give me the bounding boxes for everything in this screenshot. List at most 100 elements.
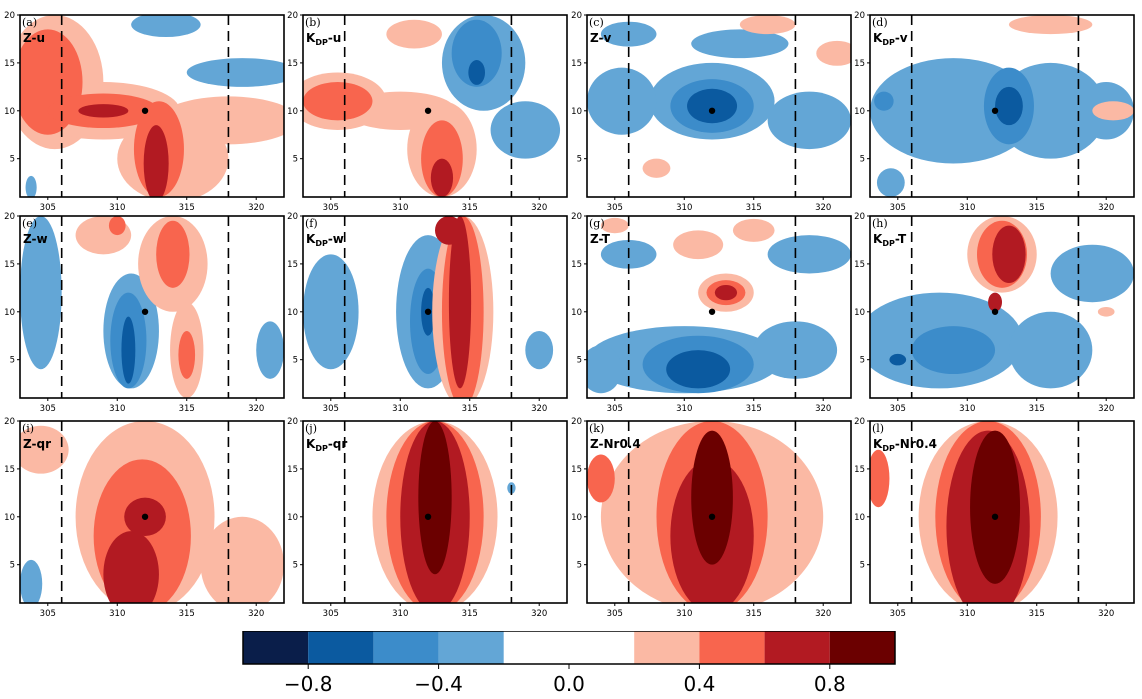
contour-region bbox=[131, 15, 201, 38]
label-part: -T bbox=[895, 232, 907, 246]
label-subscript: DP bbox=[315, 444, 328, 453]
x-tick-label: 305 bbox=[40, 609, 56, 619]
panel-letter: (j) bbox=[305, 422, 317, 435]
contour-region bbox=[418, 421, 452, 575]
panel-a: 305 310 315 320 5 10 15 20 (a) Z-u bbox=[0, 11, 286, 217]
y-tick-label: 20 bbox=[854, 417, 865, 427]
colorbar-tick-label: −0.4 bbox=[414, 672, 463, 695]
panel-letter: (i) bbox=[22, 422, 34, 435]
contour-region bbox=[587, 454, 615, 503]
x-tick-label: 320 bbox=[248, 609, 264, 619]
x-tick-label: 310 bbox=[676, 609, 692, 619]
x-tick-label: 320 bbox=[531, 203, 547, 213]
contour-region bbox=[451, 19, 502, 87]
label-part: -v bbox=[895, 31, 908, 45]
x-tick-label: 315 bbox=[1029, 609, 1045, 619]
contour-region bbox=[1050, 244, 1134, 303]
contour-region bbox=[1008, 15, 1093, 35]
x-tick-label: 305 bbox=[40, 404, 56, 414]
contour-region bbox=[642, 158, 671, 178]
colorbar-segment bbox=[308, 631, 374, 664]
y-tick-label: 20 bbox=[854, 11, 865, 21]
plot-frame bbox=[586, 420, 852, 604]
x-tick-label: 315 bbox=[746, 609, 762, 619]
panel-variable-label: Z-u bbox=[23, 31, 45, 45]
label-part: -u bbox=[328, 31, 342, 45]
label-part: T bbox=[602, 232, 611, 246]
panel-svg: 305 310 315 320 5 10 15 20 (k) Z-Nr0.4 bbox=[571, 417, 852, 619]
panel-letter: (h) bbox=[872, 217, 888, 230]
x-tick-label: 310 bbox=[109, 203, 125, 213]
x-tick-label: 315 bbox=[462, 203, 478, 213]
contour-region bbox=[889, 353, 907, 366]
x-tick-label: 310 bbox=[676, 404, 692, 414]
contour-region bbox=[767, 235, 851, 274]
x-tick-label: 320 bbox=[1098, 609, 1114, 619]
panel-variable-label: Z-T bbox=[590, 232, 611, 246]
plot-frame bbox=[586, 215, 852, 399]
panel-e: 305 310 315 320 5 10 15 20 (e) Z-w bbox=[0, 212, 286, 418]
y-tick-label: 20 bbox=[571, 212, 582, 222]
y-tick-label: 10 bbox=[4, 308, 15, 318]
y-tick-label: 15 bbox=[287, 465, 298, 475]
contour-region bbox=[448, 216, 472, 389]
y-tick-label: 5 bbox=[860, 155, 865, 165]
plot-area: 305 310 315 320 5 10 15 20 (h) KDP-T bbox=[854, 212, 1135, 414]
plot-area: 305 310 315 320 5 10 15 20 (c) Z-v bbox=[571, 11, 852, 213]
plot-frame bbox=[302, 14, 568, 198]
panel-svg: 305 310 315 320 5 10 15 20 (g) Z-T bbox=[571, 212, 852, 414]
x-tick-label: 310 bbox=[392, 609, 408, 619]
y-tick-label: 10 bbox=[287, 513, 298, 523]
reference-point bbox=[141, 107, 149, 114]
x-tick-label: 315 bbox=[179, 203, 195, 213]
contour-region bbox=[20, 559, 43, 603]
y-tick-label: 15 bbox=[4, 59, 15, 69]
x-tick-label: 320 bbox=[531, 609, 547, 619]
panel-variable-label: KDP-T bbox=[873, 232, 907, 248]
x-tick-label: 315 bbox=[179, 609, 195, 619]
y-tick-label: 5 bbox=[860, 356, 865, 366]
contour-region bbox=[143, 125, 169, 197]
panel-letter: (c) bbox=[589, 16, 604, 29]
y-tick-label: 10 bbox=[4, 513, 15, 523]
x-tick-label: 320 bbox=[815, 203, 831, 213]
label-part: qr bbox=[36, 437, 51, 451]
x-tick-label: 310 bbox=[109, 404, 125, 414]
x-tick-label: 315 bbox=[462, 404, 478, 414]
contour-region bbox=[587, 67, 657, 135]
colorbar-segment bbox=[373, 631, 439, 664]
y-tick-label: 10 bbox=[854, 513, 865, 523]
x-tick-label: 305 bbox=[890, 609, 906, 619]
colorbar-segment bbox=[829, 631, 895, 664]
y-tick-label: 15 bbox=[4, 260, 15, 270]
colorbar-segment bbox=[699, 631, 765, 664]
x-tick-label: 305 bbox=[890, 404, 906, 414]
reference-point bbox=[991, 308, 999, 315]
panel-l: 305 310 315 320 5 10 15 20 (l) KDP-Nr0.4 bbox=[850, 417, 1136, 623]
label-part: Nr0.4 bbox=[603, 437, 640, 451]
x-tick-label: 315 bbox=[462, 609, 478, 619]
contour-region bbox=[870, 449, 890, 508]
colorbar-tick-label: 0.4 bbox=[683, 672, 715, 695]
contour-region bbox=[666, 350, 731, 389]
y-tick-label: 5 bbox=[293, 356, 298, 366]
label-subscript: DP bbox=[315, 38, 328, 47]
x-tick-label: 315 bbox=[746, 203, 762, 213]
contour-region bbox=[673, 230, 724, 260]
y-tick-label: 20 bbox=[571, 417, 582, 427]
y-tick-label: 5 bbox=[860, 561, 865, 571]
x-tick-label: 305 bbox=[607, 203, 623, 213]
y-tick-label: 10 bbox=[287, 107, 298, 117]
reference-point bbox=[708, 513, 716, 520]
y-tick-label: 10 bbox=[854, 107, 865, 117]
panel-g: 305 310 315 320 5 10 15 20 (g) Z-T bbox=[567, 212, 853, 418]
y-tick-label: 15 bbox=[287, 260, 298, 270]
y-tick-label: 20 bbox=[287, 11, 298, 21]
y-tick-label: 20 bbox=[287, 212, 298, 222]
y-tick-label: 20 bbox=[4, 417, 15, 427]
contour-region bbox=[430, 158, 454, 197]
x-tick-label: 320 bbox=[1098, 203, 1114, 213]
